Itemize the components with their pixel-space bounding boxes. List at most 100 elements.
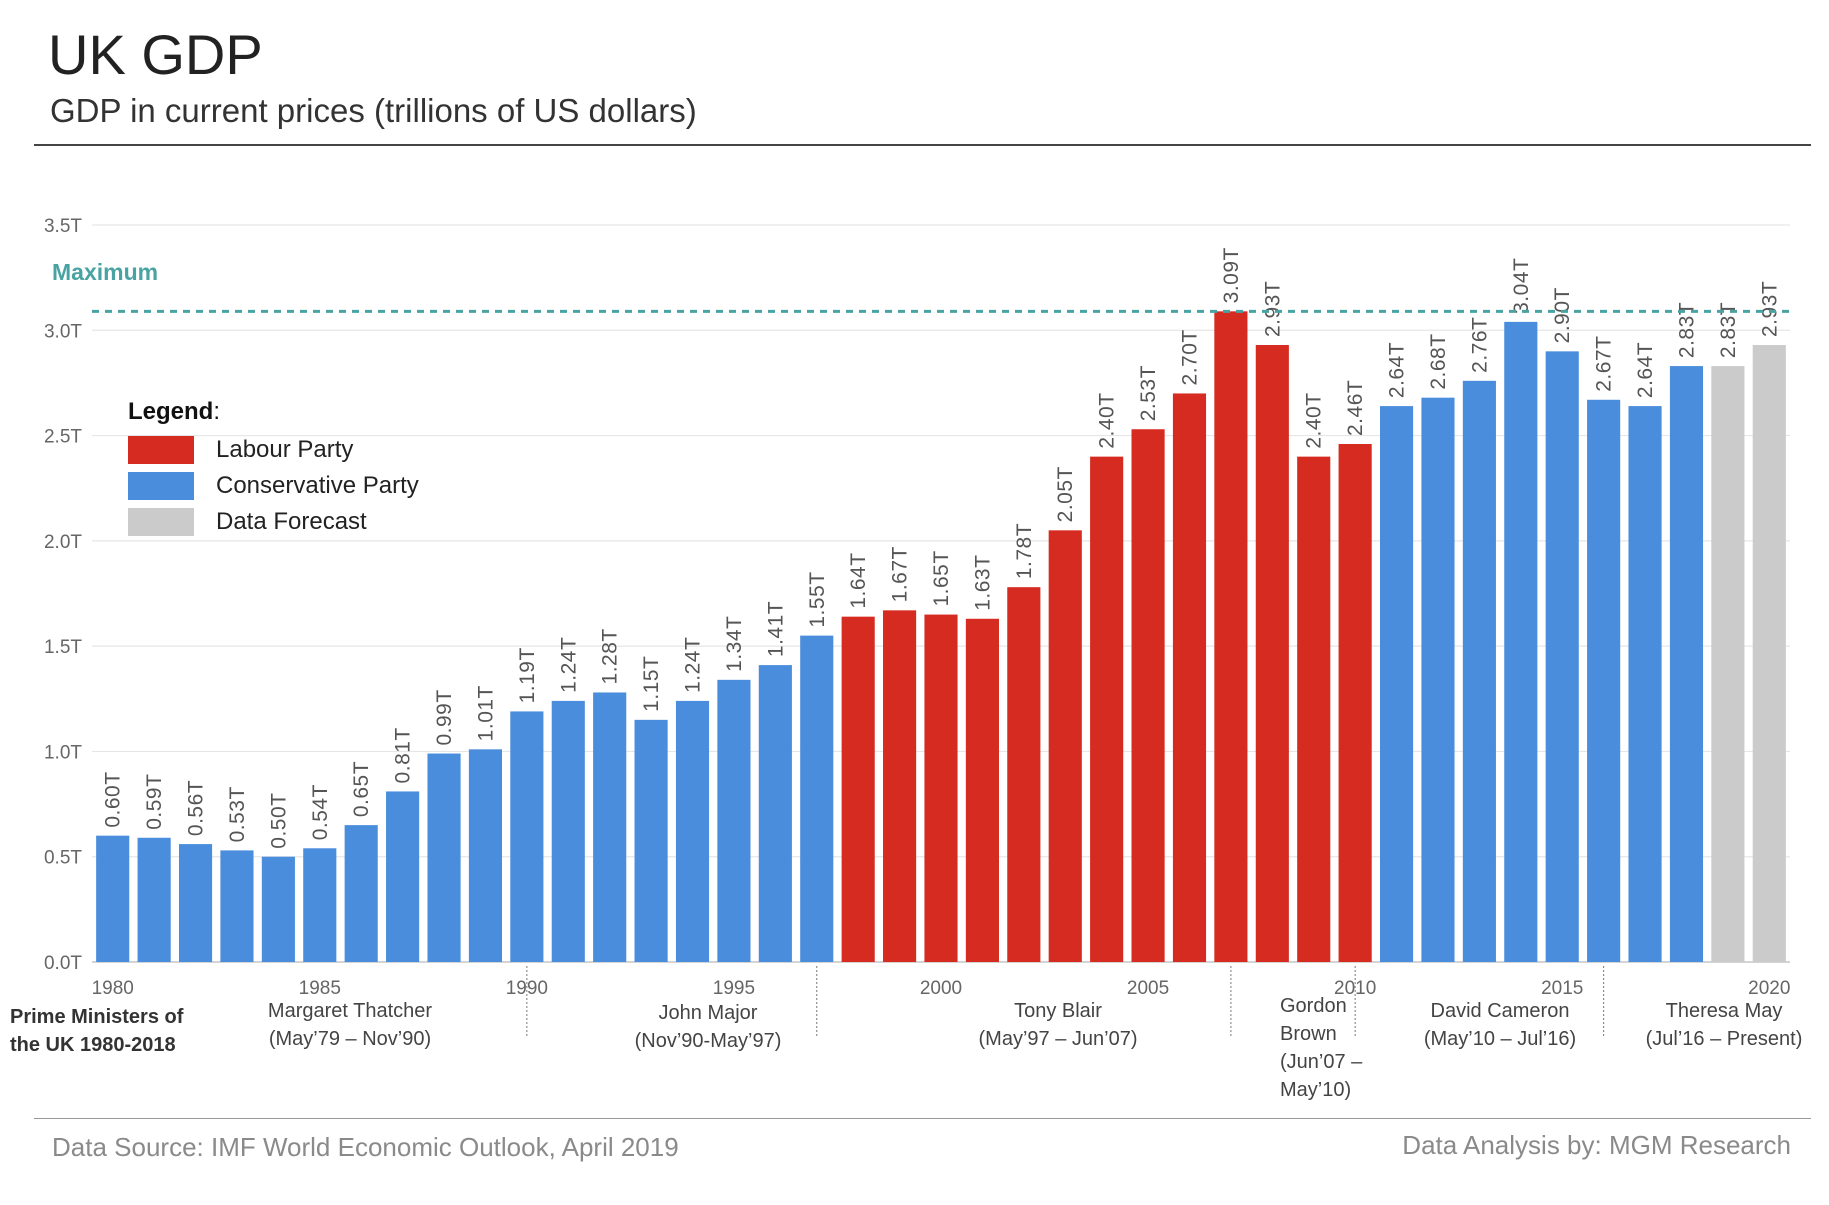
data-label: 2.05T — [1054, 466, 1077, 522]
data-label: 3.09T — [1220, 247, 1243, 303]
bar — [427, 753, 461, 962]
data-label: 3.04T — [1510, 258, 1533, 314]
bar — [965, 618, 999, 962]
data-label: 1.64T — [847, 552, 870, 608]
bar — [758, 665, 792, 962]
bar — [1421, 397, 1455, 962]
y-tick-label: 0.5T — [44, 848, 82, 869]
bar — [1752, 345, 1786, 962]
data-label: 2.68T — [1427, 333, 1450, 389]
bar — [717, 679, 751, 962]
data-label: 2.53T — [1137, 365, 1160, 421]
prime-ministers-heading: Prime Ministers of the UK 1980-2018 — [10, 1006, 184, 1056]
bar — [1214, 311, 1248, 962]
data-label: 2.76T — [1468, 317, 1491, 373]
data-label: 2.93T — [1758, 281, 1781, 337]
y-tick-label: 3.5T — [44, 216, 82, 237]
data-label: 1.78T — [1013, 523, 1036, 579]
pm-label-cameron: David Cameron (May’10 – Jul’16) — [1423, 1000, 1577, 1050]
bar — [96, 835, 130, 962]
data-label: 2.40T — [1096, 392, 1119, 448]
y-tick-label: 1.5T — [44, 637, 82, 658]
data-label: 0.50T — [267, 793, 290, 849]
bar — [800, 635, 834, 962]
data-label: 1.15T — [640, 656, 663, 712]
bar — [1338, 443, 1372, 963]
data-label: 1.19T — [516, 647, 539, 703]
bar — [137, 837, 171, 962]
data-label: 1.55T — [806, 571, 829, 627]
legend-item-labour: Labour Party — [128, 432, 419, 468]
bar — [1379, 406, 1414, 962]
bar — [593, 692, 627, 962]
x-tick-label: 2010 — [1334, 978, 1376, 999]
chart-title: UK GDP — [48, 23, 263, 86]
data-label: 0.65T — [350, 761, 373, 817]
bar — [675, 700, 710, 962]
legend-swatch-conservative — [128, 472, 194, 500]
bar — [1462, 380, 1496, 962]
bar — [1255, 345, 1289, 962]
pm-label-may: Theresa May (Jul’16 – Present) — [1645, 1000, 1803, 1050]
bar — [924, 614, 958, 962]
chart-subtitle: GDP in current prices (trillions of US d… — [50, 92, 697, 129]
bar — [841, 616, 875, 962]
pm-label-brown: Gordon Brown (Jun’07 – May’10) — [1280, 995, 1363, 1101]
data-label: 2.46T — [1344, 380, 1367, 436]
data-label: 0.81T — [392, 727, 415, 783]
bar — [1545, 351, 1579, 962]
x-tick-label: 2005 — [1127, 978, 1169, 999]
data-label: 2.70T — [1178, 329, 1201, 385]
data-label: 2.67T — [1593, 336, 1616, 392]
bar — [1669, 366, 1704, 962]
data-label: 1.41T — [764, 601, 787, 657]
data-source: Data Source: IMF World Economic Outlook,… — [52, 1132, 679, 1162]
maximum-label: Maximum — [52, 259, 158, 285]
bar — [1504, 321, 1538, 962]
data-label: 0.53T — [226, 786, 249, 842]
bar — [178, 844, 213, 962]
x-tick-label: 2015 — [1541, 978, 1583, 999]
x-tick-label: 1995 — [713, 978, 755, 999]
data-label: 1.67T — [889, 546, 912, 602]
x-tick-label: 2020 — [1748, 978, 1790, 999]
bar — [1131, 429, 1165, 962]
bar — [220, 850, 254, 962]
data-label: 0.56T — [185, 780, 208, 836]
legend: Legend: Labour Party Conservative Party … — [128, 398, 419, 540]
bar — [1711, 366, 1745, 962]
data-label: 2.64T — [1386, 342, 1409, 398]
bar — [261, 856, 295, 962]
y-tick-label: 2.0T — [44, 532, 82, 553]
data-label: 0.54T — [309, 784, 332, 840]
bar — [883, 610, 917, 962]
data-label: 2.40T — [1303, 392, 1326, 448]
data-label: 1.65T — [930, 550, 953, 606]
bar — [634, 719, 668, 962]
bar — [386, 791, 420, 962]
data-label: 1.01T — [474, 685, 497, 741]
legend-heading: Legend: — [128, 398, 221, 425]
data-label: 0.99T — [433, 689, 456, 745]
bar — [1587, 399, 1621, 962]
y-tick-label: 0.0T — [44, 953, 82, 974]
y-tick-label: 2.5T — [44, 427, 82, 448]
legend-item-forecast: Data Forecast — [128, 504, 419, 540]
data-label: 1.24T — [682, 637, 705, 693]
data-label: 1.28T — [599, 628, 622, 684]
legend-swatch-forecast — [128, 508, 194, 536]
bar — [1297, 456, 1331, 962]
data-label: 2.83T — [1717, 302, 1740, 358]
data-label: 2.93T — [1261, 281, 1284, 337]
bar — [551, 700, 585, 962]
bar — [1048, 530, 1082, 962]
x-tick-label: 1980 — [92, 978, 134, 999]
data-label: 2.64T — [1634, 342, 1657, 398]
bar — [468, 749, 503, 962]
bar — [1172, 393, 1207, 962]
bar — [303, 848, 337, 962]
data-label: 0.60T — [102, 771, 125, 827]
x-tick-label: 1985 — [299, 978, 341, 999]
y-tick-label: 1.0T — [44, 742, 82, 763]
data-label: 0.59T — [143, 774, 166, 830]
